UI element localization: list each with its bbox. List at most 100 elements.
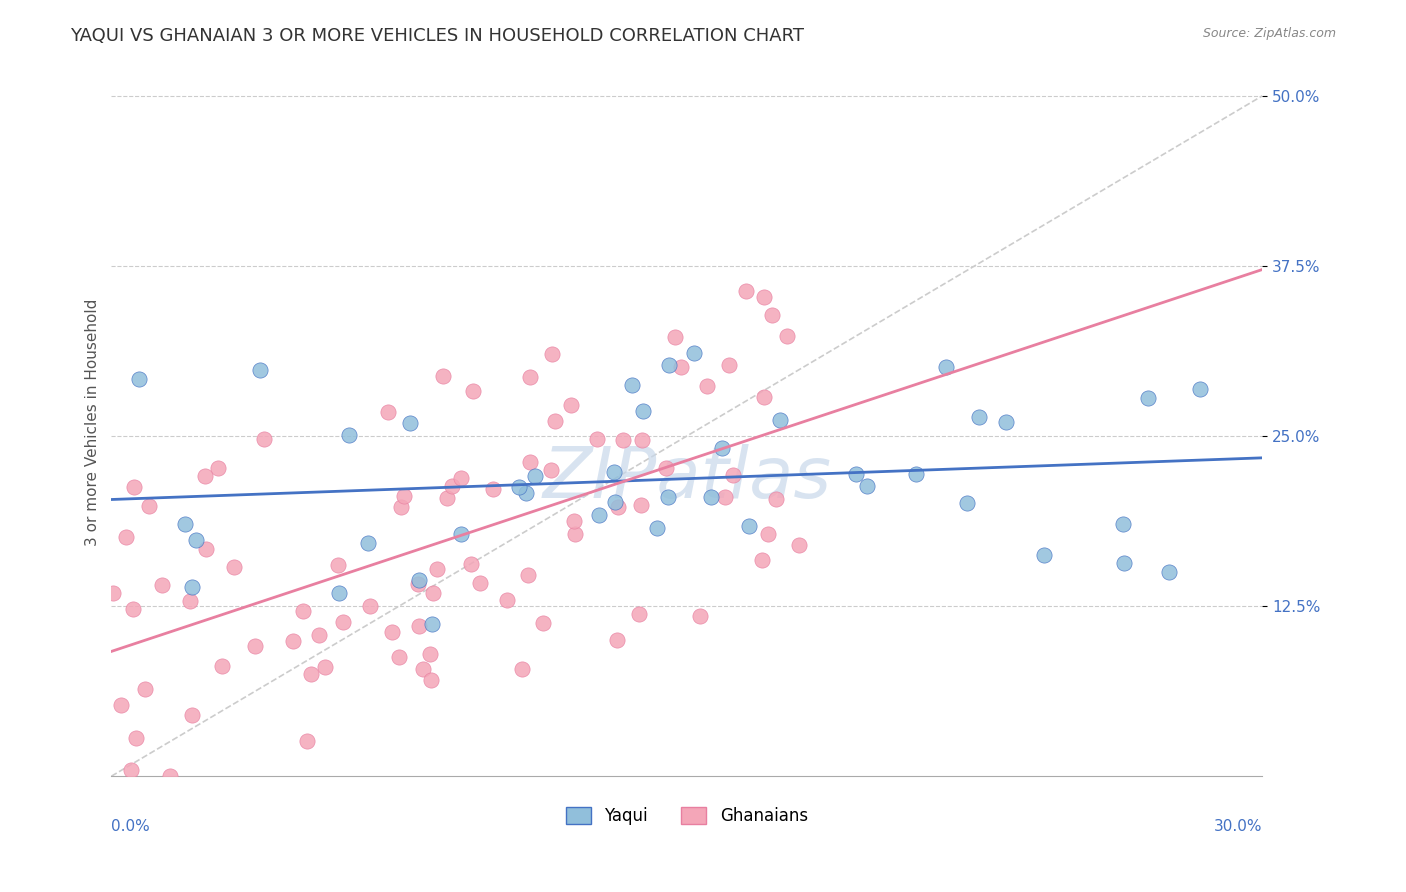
Ghanaians — [314, 660, 336, 674]
Ghanaians — [461, 384, 484, 399]
Ghanaians — [299, 667, 322, 681]
Yaqui — [710, 441, 733, 455]
Ghanaians — [436, 491, 458, 506]
Ghanaians — [468, 575, 491, 590]
Text: R =: R = — [672, 120, 710, 137]
Ghanaians — [406, 577, 429, 591]
Ghanaians — [450, 471, 472, 485]
Yaqui — [1188, 382, 1211, 396]
FancyBboxPatch shape — [605, 112, 654, 147]
Ghanaians — [562, 514, 585, 528]
Ghanaians — [776, 329, 799, 343]
Ghanaians — [756, 527, 779, 541]
Ghanaians — [388, 650, 411, 665]
Ghanaians — [308, 628, 330, 642]
Ghanaians — [631, 434, 654, 448]
Yaqui — [128, 372, 150, 386]
Text: 30.0%: 30.0% — [1213, 819, 1263, 834]
Ghanaians — [543, 414, 565, 428]
Text: 0.136: 0.136 — [723, 120, 780, 137]
Text: 85: 85 — [883, 175, 908, 193]
Yaqui — [935, 359, 957, 374]
Ghanaians — [245, 639, 267, 653]
Text: R =: R = — [672, 175, 710, 193]
Yaqui — [515, 486, 537, 500]
Ghanaians — [560, 398, 582, 412]
Ghanaians — [195, 541, 218, 556]
Ghanaians — [122, 602, 145, 616]
Ghanaians — [606, 500, 628, 514]
Text: 0.0%: 0.0% — [111, 819, 150, 834]
FancyBboxPatch shape — [605, 168, 654, 202]
Yaqui — [408, 573, 430, 587]
Yaqui — [588, 508, 610, 522]
Ghanaians — [564, 527, 586, 541]
Yaqui — [956, 496, 979, 510]
Text: 0.320: 0.320 — [723, 175, 780, 193]
Yaqui — [658, 358, 681, 372]
Ghanaians — [761, 308, 783, 322]
Ghanaians — [101, 586, 124, 600]
Ghanaians — [669, 359, 692, 374]
Ghanaians — [519, 455, 541, 469]
Yaqui — [647, 521, 669, 535]
Ghanaians — [283, 633, 305, 648]
Ghanaians — [751, 553, 773, 567]
Ghanaians — [696, 379, 718, 393]
Ghanaians — [179, 594, 201, 608]
Text: N =: N = — [824, 120, 865, 137]
Ghanaians — [134, 682, 156, 697]
Legend: Yaqui, Ghanaians: Yaqui, Ghanaians — [560, 800, 814, 831]
Ghanaians — [606, 633, 628, 648]
Yaqui — [328, 586, 350, 600]
Text: YAQUI VS GHANAIAN 3 OR MORE VEHICLES IN HOUSEHOLD CORRELATION CHART: YAQUI VS GHANAIAN 3 OR MORE VEHICLES IN … — [70, 27, 804, 45]
Ghanaians — [628, 607, 651, 621]
Yaqui — [180, 581, 202, 595]
Ghanaians — [517, 567, 540, 582]
Ghanaians — [408, 619, 430, 633]
Yaqui — [508, 480, 530, 494]
Ghanaians — [723, 467, 745, 482]
Ghanaians — [689, 608, 711, 623]
Ghanaians — [377, 405, 399, 419]
Ghanaians — [412, 662, 434, 676]
Ghanaians — [540, 347, 562, 361]
Yaqui — [620, 377, 643, 392]
Yaqui — [682, 346, 704, 360]
Yaqui — [845, 467, 868, 481]
FancyBboxPatch shape — [582, 95, 1049, 217]
Ghanaians — [359, 599, 381, 613]
Ghanaians — [612, 433, 634, 447]
Yaqui — [905, 467, 928, 481]
Yaqui — [1157, 565, 1180, 579]
Ghanaians — [194, 469, 217, 483]
Ghanaians — [718, 358, 741, 372]
Yaqui — [450, 527, 472, 541]
Ghanaians — [426, 562, 449, 576]
Ghanaians — [432, 368, 454, 383]
Ghanaians — [481, 482, 503, 496]
Yaqui — [420, 616, 443, 631]
Ghanaians — [531, 616, 554, 631]
Ghanaians — [664, 329, 686, 343]
Yaqui — [399, 417, 422, 431]
Ghanaians — [630, 498, 652, 512]
Ghanaians — [222, 560, 245, 574]
Text: Source: ZipAtlas.com: Source: ZipAtlas.com — [1202, 27, 1336, 40]
Ghanaians — [332, 615, 354, 629]
Ghanaians — [207, 461, 229, 475]
Ghanaians — [420, 673, 443, 688]
Yaqui — [1112, 556, 1135, 570]
Ghanaians — [540, 463, 562, 477]
Ghanaians — [297, 733, 319, 747]
Ghanaians — [211, 659, 233, 673]
Ghanaians — [440, 479, 463, 493]
Ghanaians — [765, 491, 787, 506]
Ghanaians — [512, 663, 534, 677]
Yaqui — [657, 490, 679, 504]
Ghanaians — [752, 390, 775, 404]
Ghanaians — [138, 499, 160, 513]
Ghanaians — [752, 290, 775, 304]
Text: ZIPatlas: ZIPatlas — [543, 444, 831, 514]
Yaqui — [967, 409, 990, 424]
